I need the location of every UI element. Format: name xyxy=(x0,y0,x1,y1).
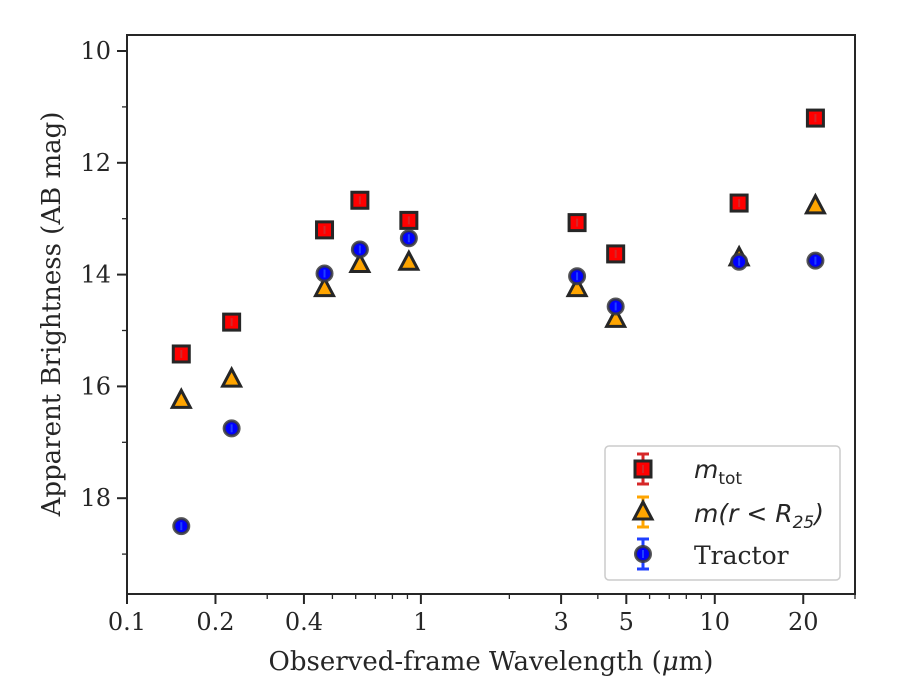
y-tick-label: 16 xyxy=(80,372,111,400)
point-triangle xyxy=(803,192,827,215)
x-tick-label: 5 xyxy=(619,608,634,636)
x-tick-label: 0.4 xyxy=(285,608,323,636)
legend-marker-square xyxy=(633,459,653,479)
chart-marks xyxy=(169,108,827,536)
legend: mtot m(r < R25) Tractor xyxy=(604,445,841,581)
point-triangle xyxy=(169,387,193,409)
point-circle xyxy=(606,297,625,316)
point-square xyxy=(606,244,626,264)
y-tick-label: 18 xyxy=(80,484,111,512)
point-square xyxy=(567,213,587,233)
point-circle xyxy=(399,229,418,248)
legend-marker-circle xyxy=(634,545,652,563)
point-square xyxy=(729,193,749,213)
legend-box xyxy=(604,445,841,581)
point-square xyxy=(399,210,419,230)
point-triangle xyxy=(348,251,372,274)
y-tick-label: 14 xyxy=(80,261,111,289)
x-axis-label: Observed-frame Wavelength (μm) xyxy=(269,647,714,677)
point-square xyxy=(222,312,242,332)
y-tick-label: 10 xyxy=(80,37,111,65)
x-tick-label: 1 xyxy=(413,608,428,636)
legend-label-tractor: Tractor xyxy=(694,541,789,570)
x-tick-label: 3 xyxy=(553,608,568,636)
x-tick-label: 20 xyxy=(788,608,819,636)
legend-label-mr25: m(r < R25) xyxy=(694,499,824,533)
point-triangle xyxy=(220,365,244,388)
legend-marker-triangle xyxy=(631,498,655,521)
point-triangle xyxy=(604,306,628,328)
point-circle xyxy=(222,419,241,438)
point-circle xyxy=(350,240,369,259)
x-tick-label: 10 xyxy=(700,608,731,636)
point-circle xyxy=(730,252,749,271)
legend-markers xyxy=(631,452,655,571)
point-circle xyxy=(568,267,587,286)
legend-label-mtot: mtot xyxy=(694,455,742,489)
x-tick-label: 0.2 xyxy=(196,608,234,636)
point-square xyxy=(171,344,191,364)
y-tick-label: 12 xyxy=(80,149,111,177)
point-circle xyxy=(315,264,334,283)
point-triangle xyxy=(397,249,421,271)
plot-frame xyxy=(126,34,856,595)
point-triangle xyxy=(313,275,337,298)
point-square xyxy=(805,108,825,128)
point-triangle xyxy=(565,275,589,298)
x-tick-label: 0.1 xyxy=(108,608,146,636)
y-axis-label: Apparent Brightness (AB mag) xyxy=(37,112,67,518)
point-circle xyxy=(172,517,191,536)
chart-ticks: 0.1 0.2 0.4 1 3 5 10 20 10 12 14 16 18 xyxy=(80,37,856,636)
point-square xyxy=(350,190,370,210)
point-square xyxy=(315,220,335,240)
point-circle xyxy=(806,251,825,270)
